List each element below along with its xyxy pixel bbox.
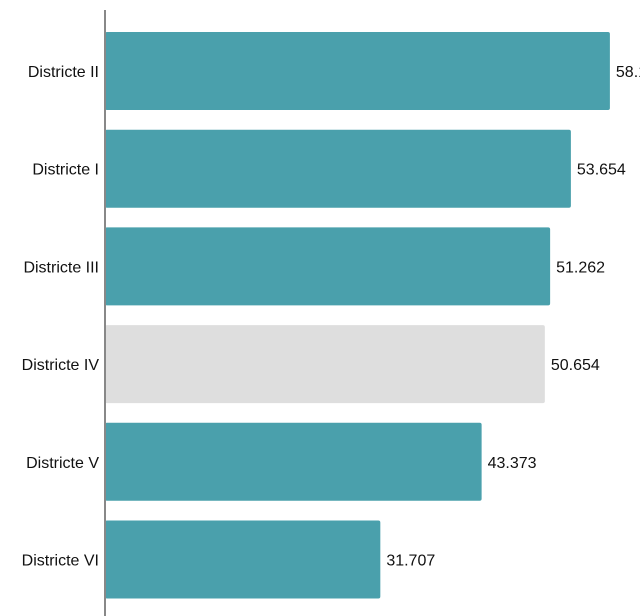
category-label: Districte III <box>23 259 99 276</box>
value-label: 31.707 <box>386 553 435 570</box>
bar-districte-i <box>105 129 571 208</box>
category-label: Districte I <box>32 162 99 179</box>
value-label: 50.654 <box>551 357 600 374</box>
bar-districte-vi <box>105 520 381 599</box>
value-labels: 58.146 53.654 51.262 50.654 43.373 31.707 <box>386 64 640 570</box>
bar-districte-v <box>105 422 482 501</box>
value-label: 43.373 <box>488 455 537 472</box>
value-label: 58.146 <box>616 64 640 81</box>
bar-districte-iv <box>105 325 545 404</box>
bar-districte-iii <box>105 227 551 306</box>
category-label: Districte V <box>26 455 99 472</box>
category-label: Districte II <box>28 64 99 81</box>
value-label: 51.262 <box>556 259 605 276</box>
bars-group <box>105 32 610 599</box>
category-label: Districte IV <box>22 357 100 374</box>
category-labels: Districte II Districte I Districte III Dist… <box>22 64 100 570</box>
bar-districte-ii <box>105 32 610 110</box>
value-label: 53.654 <box>577 162 626 179</box>
category-label: Districte VI <box>22 553 99 570</box>
